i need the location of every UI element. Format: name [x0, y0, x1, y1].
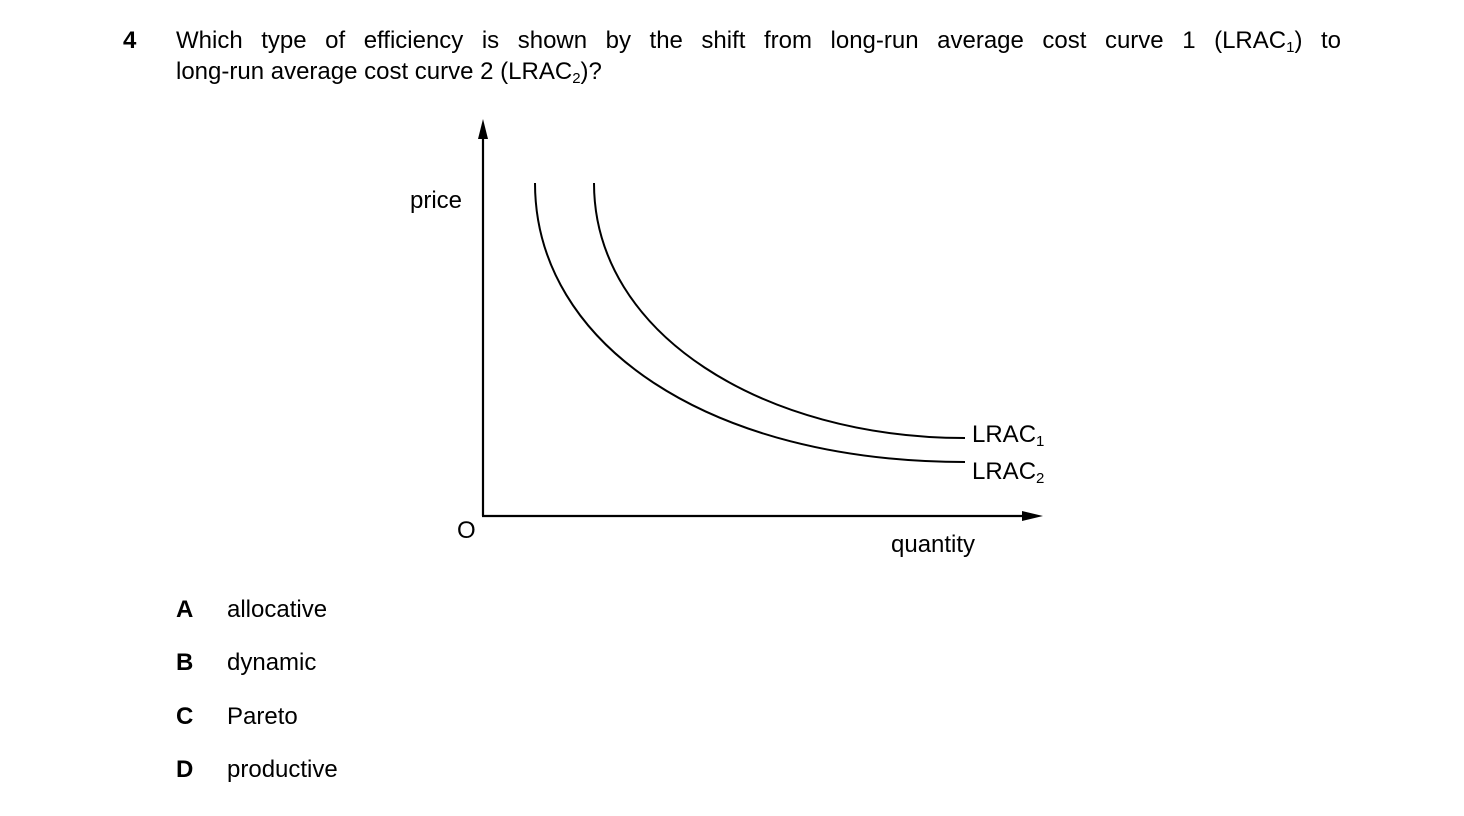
subscript: 1 [1036, 433, 1045, 450]
option-text: dynamic [227, 649, 317, 676]
option-text: allocative [227, 596, 328, 623]
lrac2-curve [534, 182, 966, 463]
curve-name: LRAC [972, 458, 1037, 485]
question-text: long-run average cost curve 2 (LRAC [176, 58, 573, 85]
option-letter: D [176, 756, 194, 783]
x-axis-arrow-icon [1022, 511, 1043, 521]
option-letter: C [176, 703, 194, 730]
lrac1-curve [593, 182, 966, 439]
lrac1-label: LRAC1 [972, 421, 1044, 449]
curve-name: LRAC [972, 421, 1037, 448]
option-text: Pareto [227, 703, 298, 730]
option-letter: B [176, 649, 194, 676]
question-text: )? [580, 58, 602, 85]
option-letter: A [176, 596, 194, 623]
y-axis-arrow-icon [478, 119, 488, 139]
x-axis-label: quantity [891, 531, 976, 558]
question-text-line-2: long-run average cost curve 2 (LRAC2)? [176, 58, 1341, 86]
option-text: productive [227, 756, 338, 783]
option-c[interactable]: C Pareto [176, 703, 298, 731]
subscript: 2 [1036, 470, 1045, 487]
question-text-line-1: Which type of efficiency is shown by the… [176, 27, 1341, 55]
y-axis-label: price [410, 187, 463, 214]
question-text: Which type of efficiency is shown by the… [176, 27, 1287, 54]
question-number: 4 [123, 27, 137, 54]
origin-label: O [457, 517, 476, 544]
question-text: ) to [1294, 27, 1341, 54]
lrac2-label: LRAC2 [972, 458, 1044, 486]
subscript: 1 [1286, 39, 1295, 56]
subscript: 2 [572, 70, 581, 87]
